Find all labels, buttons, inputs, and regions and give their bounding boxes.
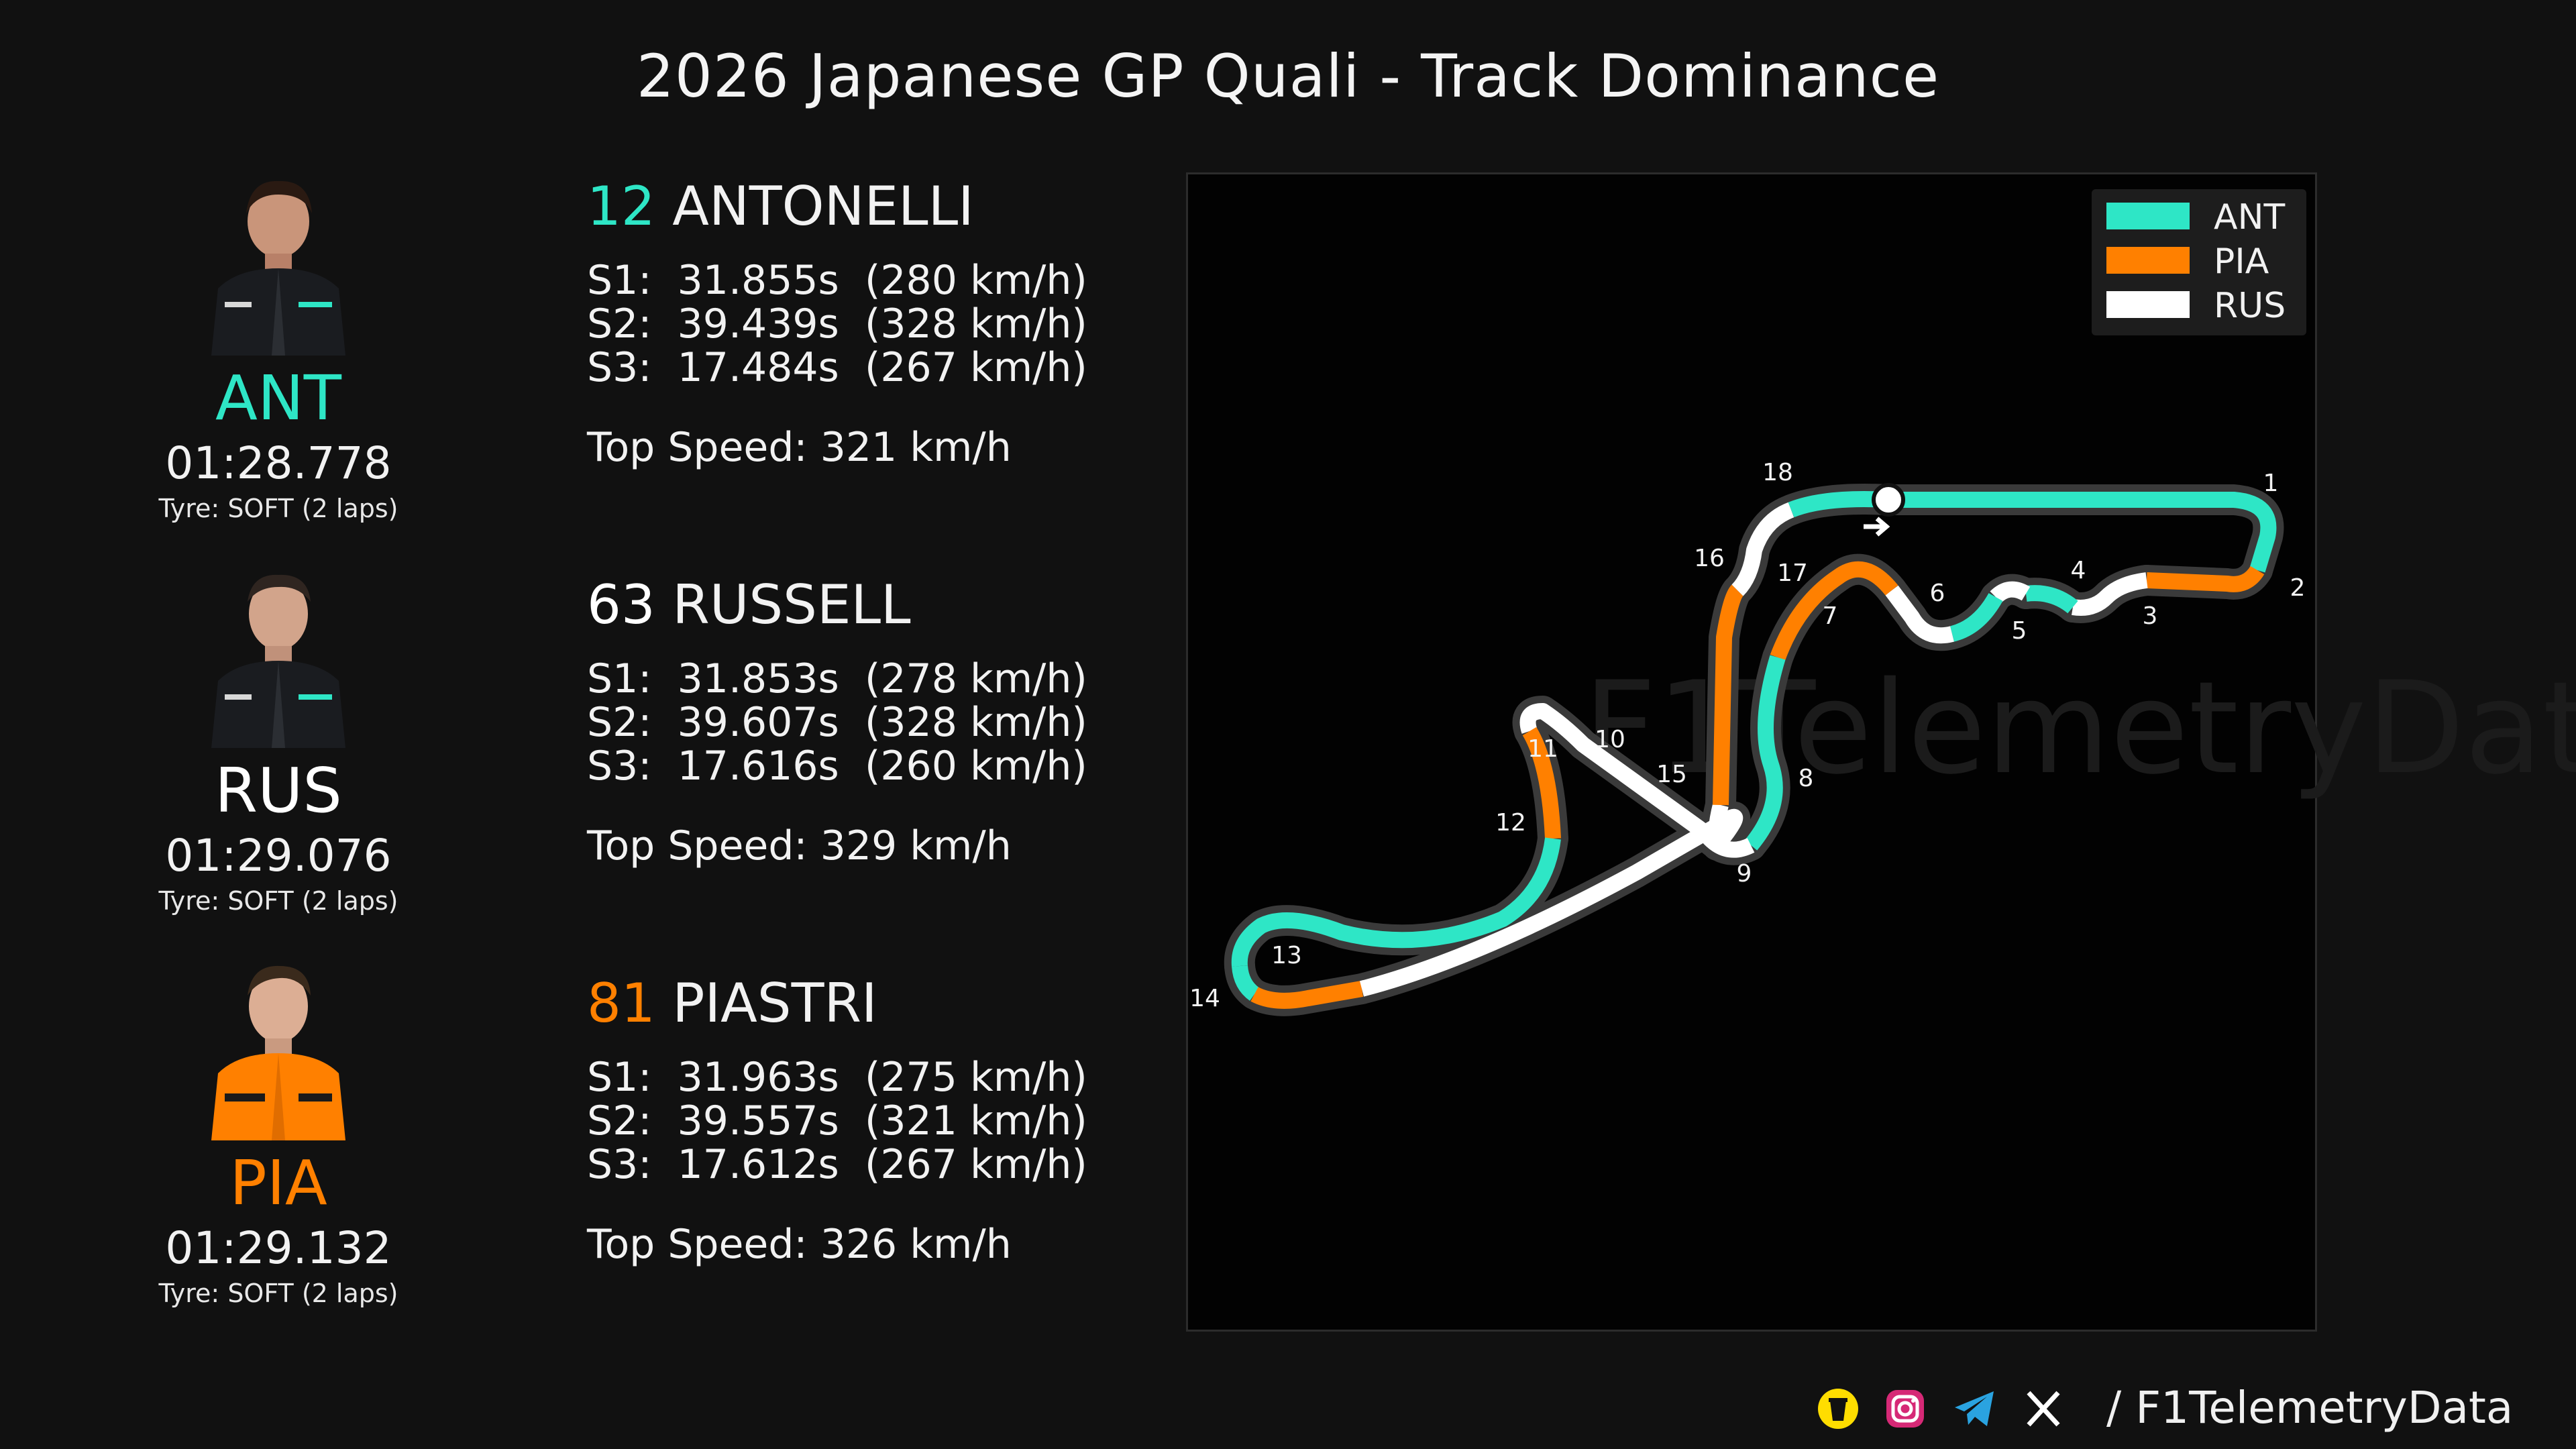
sector-2: S2: 39.439s (328 km/h) [587,301,1087,347]
lap-time: 01:28.778 [165,437,392,489]
track-segment-ant [1232,965,1260,1001]
track-segment-ant [1231,837,1561,967]
driver-code: ANT [215,362,341,434]
sector-3: S3: 17.484s (267 km/h) [587,344,1087,391]
corner-label-9: 9 [1737,860,1752,888]
legend-label: ANT [2214,197,2286,237]
track-segment-rus [1359,808,1743,997]
legend-swatch [2106,203,2190,229]
footer-social: / F1TelemetryData [1811,1382,2549,1436]
track-segment-pia [1250,981,1364,1009]
telegram-icon[interactable] [1952,1389,1996,1429]
track-segment-pia [1770,561,1898,661]
track-segment-ant [1888,492,2277,573]
driver-card-ant: ANT 01:28.778 Tyre: SOFT (2 laps) [121,174,436,523]
track-segment-ant [2025,585,2078,614]
sector-3: S3: 17.612s (267 km/h) [587,1141,1087,1188]
corner-label-14: 14 [1189,985,1220,1012]
direction-arrow-icon [1864,517,1890,537]
corner-label-15: 15 [1656,761,1687,788]
track-segment-rus [1708,803,1729,847]
tyre-info: Tyre: SOFT (2 laps) [158,494,398,523]
corner-label-8: 8 [1799,765,1814,792]
track-segment-rus [1731,502,1794,596]
legend: ANT PIA RUS [2092,189,2306,335]
sector-2: S2: 39.557s (321 km/h) [587,1097,1087,1144]
track-segment-rus [1990,581,2031,603]
start-finish-marker [1872,483,1905,517]
corner-label-1: 1 [2263,470,2279,497]
driver-number: 12 [587,175,655,237]
sector-1: S1: 31.963s (275 km/h) [587,1054,1087,1101]
legend-swatch [2106,247,2190,274]
driver-portrait [211,574,345,748]
track-segment-pia [1522,727,1561,839]
track-segment-rus [2072,572,2148,616]
legend-label: PIA [2214,241,2269,282]
corner-label-12: 12 [1495,809,1526,837]
sector-3: S3: 17.616s (260 km/h) [587,743,1087,790]
driver-card-rus: RUS 01:29.076 Tyre: SOFT (2 laps) [121,567,436,916]
lap-time: 01:29.132 [165,1222,392,1274]
corner-label-11: 11 [1527,735,1558,763]
driver-number: 63 [587,574,655,636]
legend-swatch [2106,291,2190,318]
track-segment-pia [1713,584,1744,806]
stats-ant: 12 ANTONELLI S1: 31.855s (280 km/h) S2: … [587,180,1177,468]
driver-surname: RUSSELL [672,574,911,636]
driver-code: RUS [215,755,342,826]
track-segment-rus [1519,703,1755,858]
top-speed: Top Speed: 329 km/h [587,822,1012,869]
sector-1: S1: 31.853s (278 km/h) [587,655,1087,702]
driver-number: 81 [587,972,655,1034]
x-icon[interactable] [2025,1390,2062,1428]
corner-label-7: 7 [1823,602,1838,630]
driver-surname: PIASTRI [672,972,877,1034]
page-title: 2026 Japanese GP Quali - Track Dominance [636,42,1940,111]
top-speed: Top Speed: 326 km/h [587,1221,1012,1268]
driver-surname: ANTONELLI [672,175,974,237]
stats-rus: 63 RUSSELL S1: 31.853s (278 km/h) S2: 39… [587,578,1177,869]
corner-label-17: 17 [1777,559,1808,587]
driver-name: 81 PIASTRI [587,977,1177,1030]
driver-card-pia: PIA 01:29.132 Tyre: SOFT (2 laps) [121,959,436,1308]
driver-portrait [211,180,345,356]
track-segment-ant [1744,655,1786,851]
corner-label-16: 16 [1694,545,1725,572]
sector-1: S1: 31.855s (280 km/h) [587,257,1087,304]
corner-label-4: 4 [2071,557,2086,584]
corner-label-6: 6 [1930,580,1945,607]
lap-time: 01:29.076 [165,830,392,881]
driver-portrait [211,965,345,1140]
track-map-panel [1186,172,2317,1332]
corner-label-3: 3 [2143,602,2158,630]
driver-name: 12 ANTONELLI [587,180,1177,233]
corner-label-18: 18 [1762,459,1793,486]
corner-label-10: 10 [1595,726,1625,753]
track-segment-ant [1949,592,2003,642]
corner-label-13: 13 [1271,942,1302,969]
sector-2: S2: 39.607s (328 km/h) [587,699,1087,746]
stats-pia: 81 PIASTRI S1: 31.963s (275 km/h) S2: 39… [587,977,1177,1265]
track-segment-pia [2146,566,2265,592]
top-speed: Top Speed: 321 km/h [587,424,1012,471]
corner-label-2: 2 [2290,574,2306,602]
buymeacoffee-icon[interactable] [1817,1387,1860,1430]
driver-code: PIA [229,1147,327,1219]
footer-handle: / F1TelemetryData [2106,1382,2514,1434]
legend-label: RUS [2214,286,2286,326]
track-segment-rus [1885,585,1954,644]
corner-label-5: 5 [2012,617,2027,645]
driver-name: 63 RUSSELL [587,578,1177,632]
tyre-info: Tyre: SOFT (2 laps) [158,1279,398,1308]
tyre-info: Tyre: SOFT (2 laps) [158,886,398,916]
instagram-icon[interactable] [1884,1387,1927,1430]
